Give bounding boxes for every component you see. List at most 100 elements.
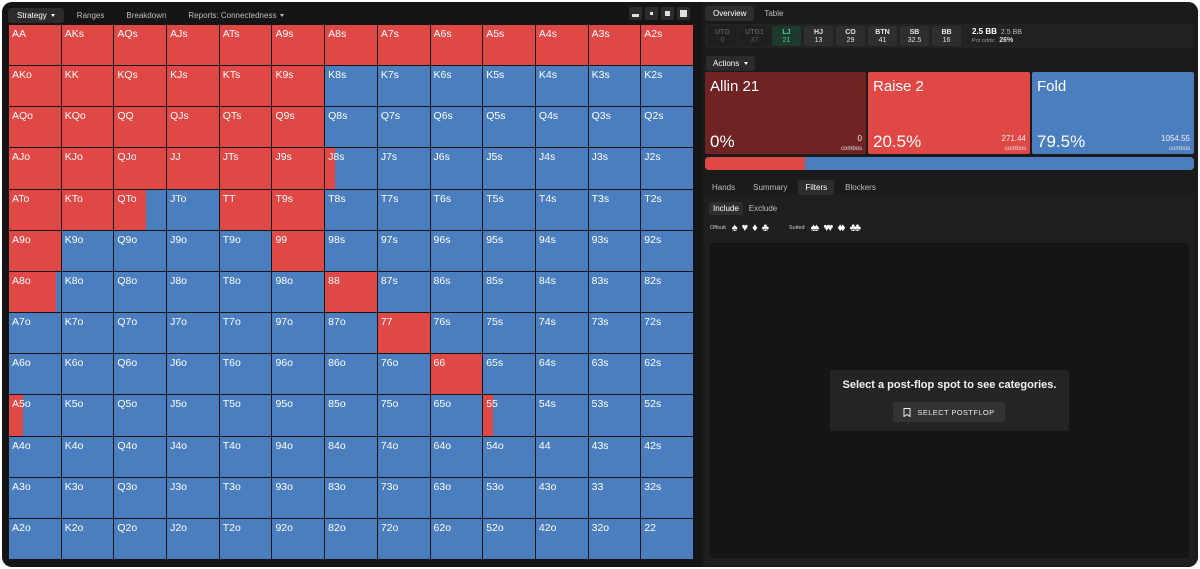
hand-cell[interactable]: 44	[535, 436, 588, 477]
hand-cell[interactable]: 63s	[588, 354, 641, 395]
hand-cell[interactable]: 63o	[430, 477, 483, 518]
hand-cell[interactable]: 33	[588, 477, 641, 518]
hand-cell[interactable]: K9o	[61, 230, 114, 271]
hand-cell[interactable]: Q6s	[430, 107, 483, 148]
hand-cell[interactable]: J2s	[641, 148, 693, 189]
hand-cell[interactable]: 66	[430, 354, 483, 395]
hand-cell[interactable]: 86s	[430, 271, 483, 313]
hand-cell[interactable]: T5o	[219, 395, 272, 436]
hand-cell[interactable]: A3o	[9, 477, 61, 518]
square-full-icon[interactable]	[677, 7, 690, 20]
hand-cell[interactable]: QTo	[114, 189, 167, 230]
hand-cell[interactable]: T2s	[641, 189, 693, 230]
hand-cell[interactable]: J8s	[325, 148, 377, 189]
hand-cell[interactable]: Q8o	[114, 271, 167, 313]
hand-cell[interactable]: 84o	[325, 436, 377, 477]
hand-cell[interactable]: 83o	[325, 477, 377, 518]
hand-cell[interactable]: KK	[61, 66, 114, 107]
hand-cell[interactable]: KJo	[61, 148, 114, 189]
diamond-icon[interactable]: ♦	[752, 221, 758, 234]
hand-cell[interactable]: T6s	[430, 189, 483, 230]
club-icon[interactable]: ♣	[761, 221, 770, 234]
hand-cell[interactable]: 65o	[430, 395, 483, 436]
heart-icon[interactable]: ♥	[741, 221, 749, 234]
hand-cell[interactable]: A8s	[325, 25, 377, 66]
hand-cell[interactable]: QJs	[167, 107, 219, 148]
hand-cell[interactable]: K8s	[325, 66, 377, 107]
hand-cell[interactable]: 96s	[430, 230, 483, 271]
hand-cell[interactable]: ATo	[9, 189, 61, 230]
hand-cell[interactable]: Q7s	[377, 107, 430, 148]
hand-cell[interactable]: K7o	[61, 313, 114, 354]
hand-cell[interactable]: J3s	[588, 148, 641, 189]
hand-cell[interactable]: Q5o	[114, 395, 167, 436]
hand-cell[interactable]: A7o	[9, 313, 61, 354]
hand-cell[interactable]: QQ	[114, 107, 167, 148]
hand-cell[interactable]: J9s	[272, 148, 325, 189]
suited-hearts-icon[interactable]: ♥♥	[823, 222, 833, 234]
hand-cell[interactable]: T2o	[219, 518, 272, 559]
hand-cell[interactable]: KJs	[167, 66, 219, 107]
exclude-button[interactable]: Exclude	[748, 204, 778, 213]
hand-cell[interactable]: A9o	[9, 230, 61, 271]
hand-cell[interactable]: A9s	[272, 25, 325, 66]
hand-cell[interactable]: T3s	[588, 189, 641, 230]
hand-cell[interactable]: K3o	[61, 477, 114, 518]
nav-tab-breakdown[interactable]: Breakdown	[117, 8, 175, 23]
hand-cell[interactable]: 92s	[641, 230, 693, 271]
hand-cell[interactable]: 32o	[588, 518, 641, 559]
nav-tab-strategy[interactable]: Strategy	[8, 7, 64, 23]
hand-cell[interactable]: 72o	[377, 518, 430, 559]
position-hj[interactable]: HJ 13	[804, 26, 833, 46]
hand-cell[interactable]: Q2s	[641, 107, 693, 148]
hand-cell[interactable]: 97o	[272, 313, 325, 354]
position-utg[interactable]: UTG 0	[708, 26, 737, 46]
hand-cell[interactable]: 98s	[325, 230, 377, 271]
hand-cell[interactable]: Q6o	[114, 354, 167, 395]
hand-cell[interactable]: K2o	[61, 518, 114, 559]
hand-cell[interactable]: K4o	[61, 436, 114, 477]
hand-cell[interactable]: 98o	[272, 271, 325, 313]
hand-cell[interactable]: AJs	[167, 25, 219, 66]
hand-cell[interactable]: 84s	[535, 271, 588, 313]
hand-cell[interactable]: 43s	[588, 436, 641, 477]
hand-cell[interactable]: 76s	[430, 313, 483, 354]
hand-cell[interactable]: 74s	[535, 313, 588, 354]
hand-cell[interactable]: K8o	[61, 271, 114, 313]
nav-tab-reports-connectedness[interactable]: Reports: Connectedness	[179, 8, 293, 23]
hand-cell[interactable]: QTs	[219, 107, 272, 148]
hand-cell[interactable]: 94o	[272, 436, 325, 477]
hand-cell[interactable]: KTo	[61, 189, 114, 230]
hand-cell[interactable]: 64o	[430, 436, 483, 477]
hand-cell[interactable]: AQo	[9, 107, 61, 148]
hand-cell[interactable]: Q8s	[325, 107, 377, 148]
hand-cell[interactable]: AJo	[9, 148, 61, 189]
hand-cell[interactable]: AA	[9, 25, 61, 66]
hand-cell[interactable]: 74o	[377, 436, 430, 477]
position-sb[interactable]: SB 32.5	[900, 26, 929, 46]
hand-cell[interactable]: Q9o	[114, 230, 167, 271]
hand-cell[interactable]: KTs	[219, 66, 272, 107]
hand-cell[interactable]: T9o	[219, 230, 272, 271]
hand-cell[interactable]: J6s	[430, 148, 483, 189]
hand-cell[interactable]: A4s	[535, 25, 588, 66]
hand-cell[interactable]: Q4s	[535, 107, 588, 148]
spade-icon[interactable]: ♠	[731, 221, 738, 234]
hand-cell[interactable]: K2s	[641, 66, 693, 107]
hand-cell[interactable]: 95o	[272, 395, 325, 436]
hand-cell[interactable]: 75o	[377, 395, 430, 436]
tab-overview[interactable]: Overview	[705, 6, 755, 21]
position-btn[interactable]: BTN 41	[868, 26, 897, 46]
hand-cell[interactable]: 76o	[377, 354, 430, 395]
hand-cell[interactable]: Q3s	[588, 107, 641, 148]
hand-cell[interactable]: K3s	[588, 66, 641, 107]
hand-cell[interactable]: J4o	[167, 436, 219, 477]
position-co[interactable]: CO 29	[836, 26, 865, 46]
hand-cell[interactable]: 65s	[483, 354, 535, 395]
tab-summary[interactable]: Summary	[753, 183, 788, 192]
hand-cell[interactable]: A2o	[9, 518, 61, 559]
hand-cell[interactable]: AKs	[61, 25, 114, 66]
hand-cell[interactable]: T5s	[483, 189, 535, 230]
hand-cell[interactable]: 83s	[588, 271, 641, 313]
hand-cell[interactable]: 85s	[483, 271, 535, 313]
